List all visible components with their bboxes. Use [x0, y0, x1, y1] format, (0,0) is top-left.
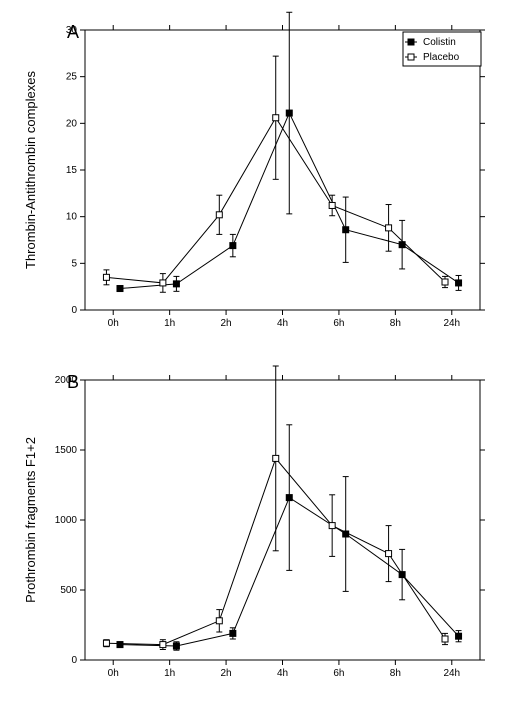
panel_a-placebo-marker [442, 279, 448, 285]
panel_a-colistin-marker [173, 281, 179, 287]
svg-text:8h: 8h [390, 668, 401, 679]
panel_b-placebo-marker [103, 640, 109, 646]
svg-text:24h: 24h [443, 318, 460, 329]
panel_b-placebo-marker [273, 455, 279, 461]
panel_a-placebo-marker [103, 274, 109, 280]
figure-svg: 0510152025300h1h2h4h6h8h24hThrombin-Anti… [0, 0, 514, 715]
svg-text:6h: 6h [333, 318, 344, 329]
svg-text:15: 15 [66, 165, 78, 176]
panel_a-placebo-marker [273, 115, 279, 121]
panel_a-placebo-marker [386, 225, 392, 231]
svg-text:8h: 8h [390, 318, 401, 329]
panel_b-placebo-marker [442, 636, 448, 642]
svg-text:25: 25 [66, 72, 78, 83]
panel_b-colistin-marker [399, 572, 405, 578]
panel_b-label: B [67, 372, 79, 392]
panel_a-colistin-marker [286, 110, 292, 116]
svg-text:4h: 4h [277, 318, 288, 329]
panel_b-colistin-marker [286, 495, 292, 501]
panel_b-colistin-marker [456, 633, 462, 639]
svg-text:6h: 6h [333, 668, 344, 679]
svg-text:10: 10 [66, 212, 78, 223]
panel_a-label: A [67, 22, 79, 42]
svg-text:20: 20 [66, 118, 78, 129]
panel_a-colistin-marker [456, 280, 462, 286]
svg-text:24h: 24h [443, 668, 460, 679]
panel_a-ylabel: Thrombin-Antithrombin complexes [23, 71, 38, 269]
legend-label-1: Placebo [423, 52, 460, 63]
svg-text:500: 500 [60, 585, 77, 596]
svg-text:2h: 2h [221, 668, 232, 679]
panel_b-placebo-marker [216, 618, 222, 624]
svg-text:0: 0 [71, 655, 77, 666]
panel_a-placebo-marker [160, 280, 166, 286]
svg-text:0h: 0h [108, 318, 119, 329]
panel_b-placebo-marker [329, 523, 335, 529]
panel_b-colistin-marker [117, 642, 123, 648]
panel_a-colistin-marker [117, 286, 123, 292]
panel_a-colistin-marker [230, 243, 236, 249]
panel_b-colistin-marker [173, 643, 179, 649]
svg-text:2h: 2h [221, 318, 232, 329]
legend-label-0: Colistin [423, 37, 456, 48]
svg-text:5: 5 [71, 258, 77, 269]
svg-text:1500: 1500 [55, 445, 78, 456]
legend-marker-0 [408, 39, 414, 45]
panel_b-colistin-marker [343, 531, 349, 537]
svg-text:0: 0 [71, 305, 77, 316]
panel_a-colistin-marker [343, 227, 349, 233]
legend-marker-1 [408, 54, 414, 60]
svg-text:1h: 1h [164, 668, 175, 679]
panel_a-placebo-marker [216, 212, 222, 218]
svg-text:0h: 0h [108, 668, 119, 679]
panel_b-ylabel: Prothrombin fragments F1+2 [23, 437, 38, 603]
panel_a-placebo-marker [329, 202, 335, 208]
svg-text:1000: 1000 [55, 515, 78, 526]
svg-text:1h: 1h [164, 318, 175, 329]
panel_a-colistin-marker [399, 242, 405, 248]
panel_b-placebo-marker [386, 551, 392, 557]
panel_b-placebo-marker [160, 642, 166, 648]
panel_b-colistin-marker [230, 630, 236, 636]
svg-text:4h: 4h [277, 668, 288, 679]
